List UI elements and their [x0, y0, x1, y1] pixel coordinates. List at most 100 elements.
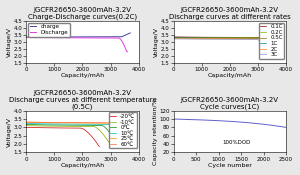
- Discharge: [64, 37, 68, 39]
- 0.5C: [246, 37, 250, 39]
- 2C: [234, 38, 237, 40]
- 0.2C: [206, 36, 209, 38]
- 0.5C: [212, 37, 216, 39]
- Line: charge: charge: [26, 33, 130, 37]
- 1C: [184, 37, 188, 39]
- charge: [66, 36, 69, 38]
- 0.2C: [213, 37, 216, 39]
- 3C: [240, 38, 243, 40]
- Discharge: [98, 37, 102, 39]
- 10℃: [25, 122, 28, 125]
- 60℃: [95, 122, 99, 124]
- 2C: [204, 38, 208, 40]
- charge: [128, 32, 132, 34]
- -20℃: [53, 127, 57, 129]
- 10℃: [56, 123, 59, 125]
- Title: JGCFR26650-3600mAh-3.2V
Discharge curves at different temperature
(0.5C): JGCFR26650-3600mAh-3.2V Discharge curves…: [9, 90, 156, 110]
- Line: -20℃: -20℃: [26, 127, 99, 147]
- 25℃: [37, 121, 40, 124]
- X-axis label: Capacity/mAh: Capacity/mAh: [60, 74, 104, 78]
- charge: [58, 36, 62, 38]
- 0℃: [81, 124, 85, 126]
- Title: JGCFR26650-3600mAh-3.2V
Charge-Discharge curves(0.2C): JGCFR26650-3600mAh-3.2V Charge-Discharge…: [28, 7, 137, 20]
- 3C: [240, 38, 244, 40]
- 3C: [266, 52, 270, 54]
- -10℃: [85, 125, 89, 127]
- 0.1C: [276, 50, 279, 52]
- -20℃: [70, 127, 74, 129]
- 0.1C: [248, 36, 251, 38]
- 0.1C: [206, 36, 209, 38]
- Discharge: [126, 51, 129, 53]
- Legend: charge, Discharge: charge, Discharge: [28, 23, 70, 37]
- X-axis label: Capacity/mAh: Capacity/mAh: [60, 163, 104, 168]
- -10℃: [58, 125, 61, 127]
- -10℃: [109, 144, 112, 146]
- Y-axis label: Voltage/V: Voltage/V: [7, 117, 12, 147]
- Line: 2C: 2C: [174, 38, 272, 53]
- 60℃: [86, 122, 90, 124]
- X-axis label: Capacity/mAh: Capacity/mAh: [208, 74, 252, 78]
- 25℃: [98, 122, 102, 124]
- 10℃: [120, 142, 124, 144]
- 1C: [245, 37, 248, 39]
- X-axis label: Cycle number: Cycle number: [208, 163, 252, 168]
- 0.1C: [172, 36, 175, 38]
- 0℃: [54, 124, 57, 126]
- 0.2C: [247, 37, 250, 39]
- 0.1C: [247, 36, 250, 38]
- -20℃: [33, 127, 37, 129]
- 60℃: [63, 121, 67, 124]
- 0℃: [35, 124, 39, 126]
- -10℃: [86, 125, 89, 127]
- 60℃: [36, 121, 40, 123]
- Discharge: [98, 37, 101, 39]
- Line: 3C: 3C: [174, 39, 268, 53]
- 0℃: [90, 124, 93, 126]
- charge: [37, 36, 40, 38]
- Line: 0.1C: 0.1C: [174, 37, 278, 51]
- 1C: [172, 37, 175, 39]
- 1C: [273, 51, 277, 53]
- 10℃: [94, 123, 98, 125]
- 25℃: [25, 121, 28, 123]
- 0.1C: [237, 36, 241, 38]
- Title: JGCFR26650-3600mAh-3.2V
Discharge curves at different rates: JGCFR26650-3600mAh-3.2V Discharge curves…: [169, 7, 291, 20]
- Discharge: [125, 51, 129, 53]
- 2C: [211, 38, 214, 40]
- -20℃: [77, 127, 81, 129]
- Line: 0℃: 0℃: [26, 125, 116, 144]
- 2C: [270, 52, 274, 54]
- 60℃: [123, 140, 126, 142]
- Line: 25℃: 25℃: [26, 122, 128, 142]
- Line: 1C: 1C: [174, 38, 275, 52]
- -20℃: [98, 146, 101, 148]
- Discharge: [57, 37, 61, 39]
- 0.2C: [237, 37, 241, 39]
- 0℃: [89, 124, 93, 126]
- Y-axis label: Capacity retention/%: Capacity retention/%: [153, 98, 158, 165]
- 60℃: [96, 122, 100, 124]
- Line: -10℃: -10℃: [26, 126, 111, 145]
- -10℃: [25, 125, 28, 127]
- 0.5C: [246, 37, 250, 39]
- 3C: [202, 38, 206, 40]
- 10℃: [93, 123, 97, 125]
- 3C: [231, 38, 235, 40]
- Title: JGCFR26650-3600mAh-3.2V
Cycle curves(1C): JGCFR26650-3600mAh-3.2V Cycle curves(1C): [181, 97, 279, 110]
- charge: [100, 36, 103, 38]
- 3C: [172, 38, 175, 40]
- 0℃: [25, 124, 28, 126]
- Discharge: [25, 36, 28, 38]
- 25℃: [126, 141, 129, 143]
- 0.5C: [274, 51, 278, 53]
- 1C: [212, 37, 215, 39]
- -10℃: [34, 125, 38, 127]
- 1C: [205, 37, 208, 39]
- 0℃: [60, 124, 64, 126]
- charge: [90, 36, 94, 38]
- 1C: [236, 37, 239, 39]
- -20℃: [78, 127, 81, 129]
- 0.2C: [184, 36, 188, 38]
- charge: [100, 36, 103, 38]
